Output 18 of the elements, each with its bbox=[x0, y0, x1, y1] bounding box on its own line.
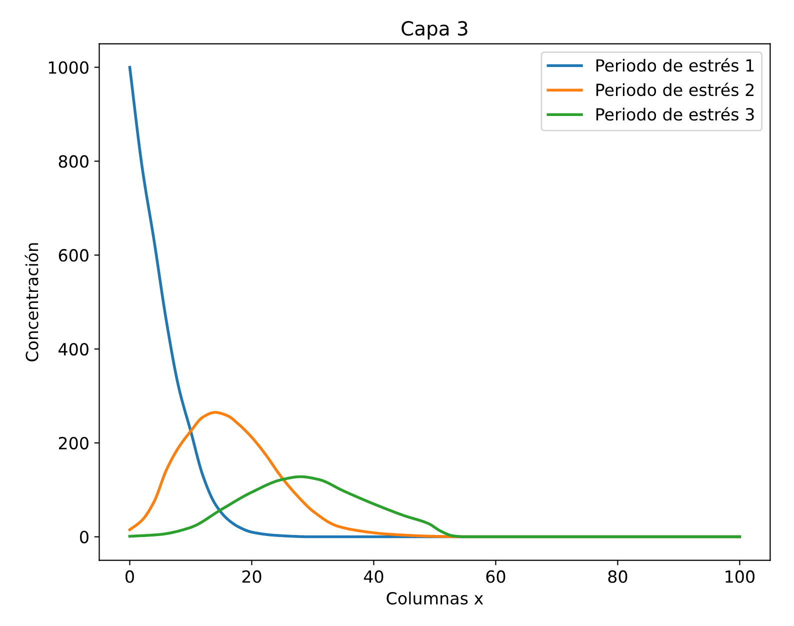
y-tick-label: 200 bbox=[58, 436, 88, 450]
x-tick-label: 100 bbox=[726, 570, 754, 583]
y-tick-label: 600 bbox=[58, 249, 88, 262]
y-tick-label: 1000 bbox=[48, 61, 88, 74]
x-tick-label: 0 bbox=[126, 570, 134, 583]
x-tick-label: 60 bbox=[486, 570, 506, 583]
x-tick-label: 40 bbox=[364, 570, 384, 583]
chart-title: Capa 3 bbox=[402, 21, 468, 40]
x-tick-label: 80 bbox=[608, 570, 628, 583]
y-axis-title: Concentración bbox=[24, 243, 38, 362]
x-tick-label: 20 bbox=[242, 570, 262, 583]
y-tick-label: 0 bbox=[80, 530, 88, 544]
x-axis-title: Columnas x bbox=[386, 592, 484, 605]
legend-label: Periodo de estrés 3 bbox=[596, 107, 754, 121]
legend-label: Periodo de estrés 2 bbox=[596, 82, 754, 96]
y-tick-label: 800 bbox=[58, 155, 88, 168]
y-tick-label: 400 bbox=[58, 342, 88, 356]
legend-label: Periodo de estrés 1 bbox=[596, 58, 754, 72]
